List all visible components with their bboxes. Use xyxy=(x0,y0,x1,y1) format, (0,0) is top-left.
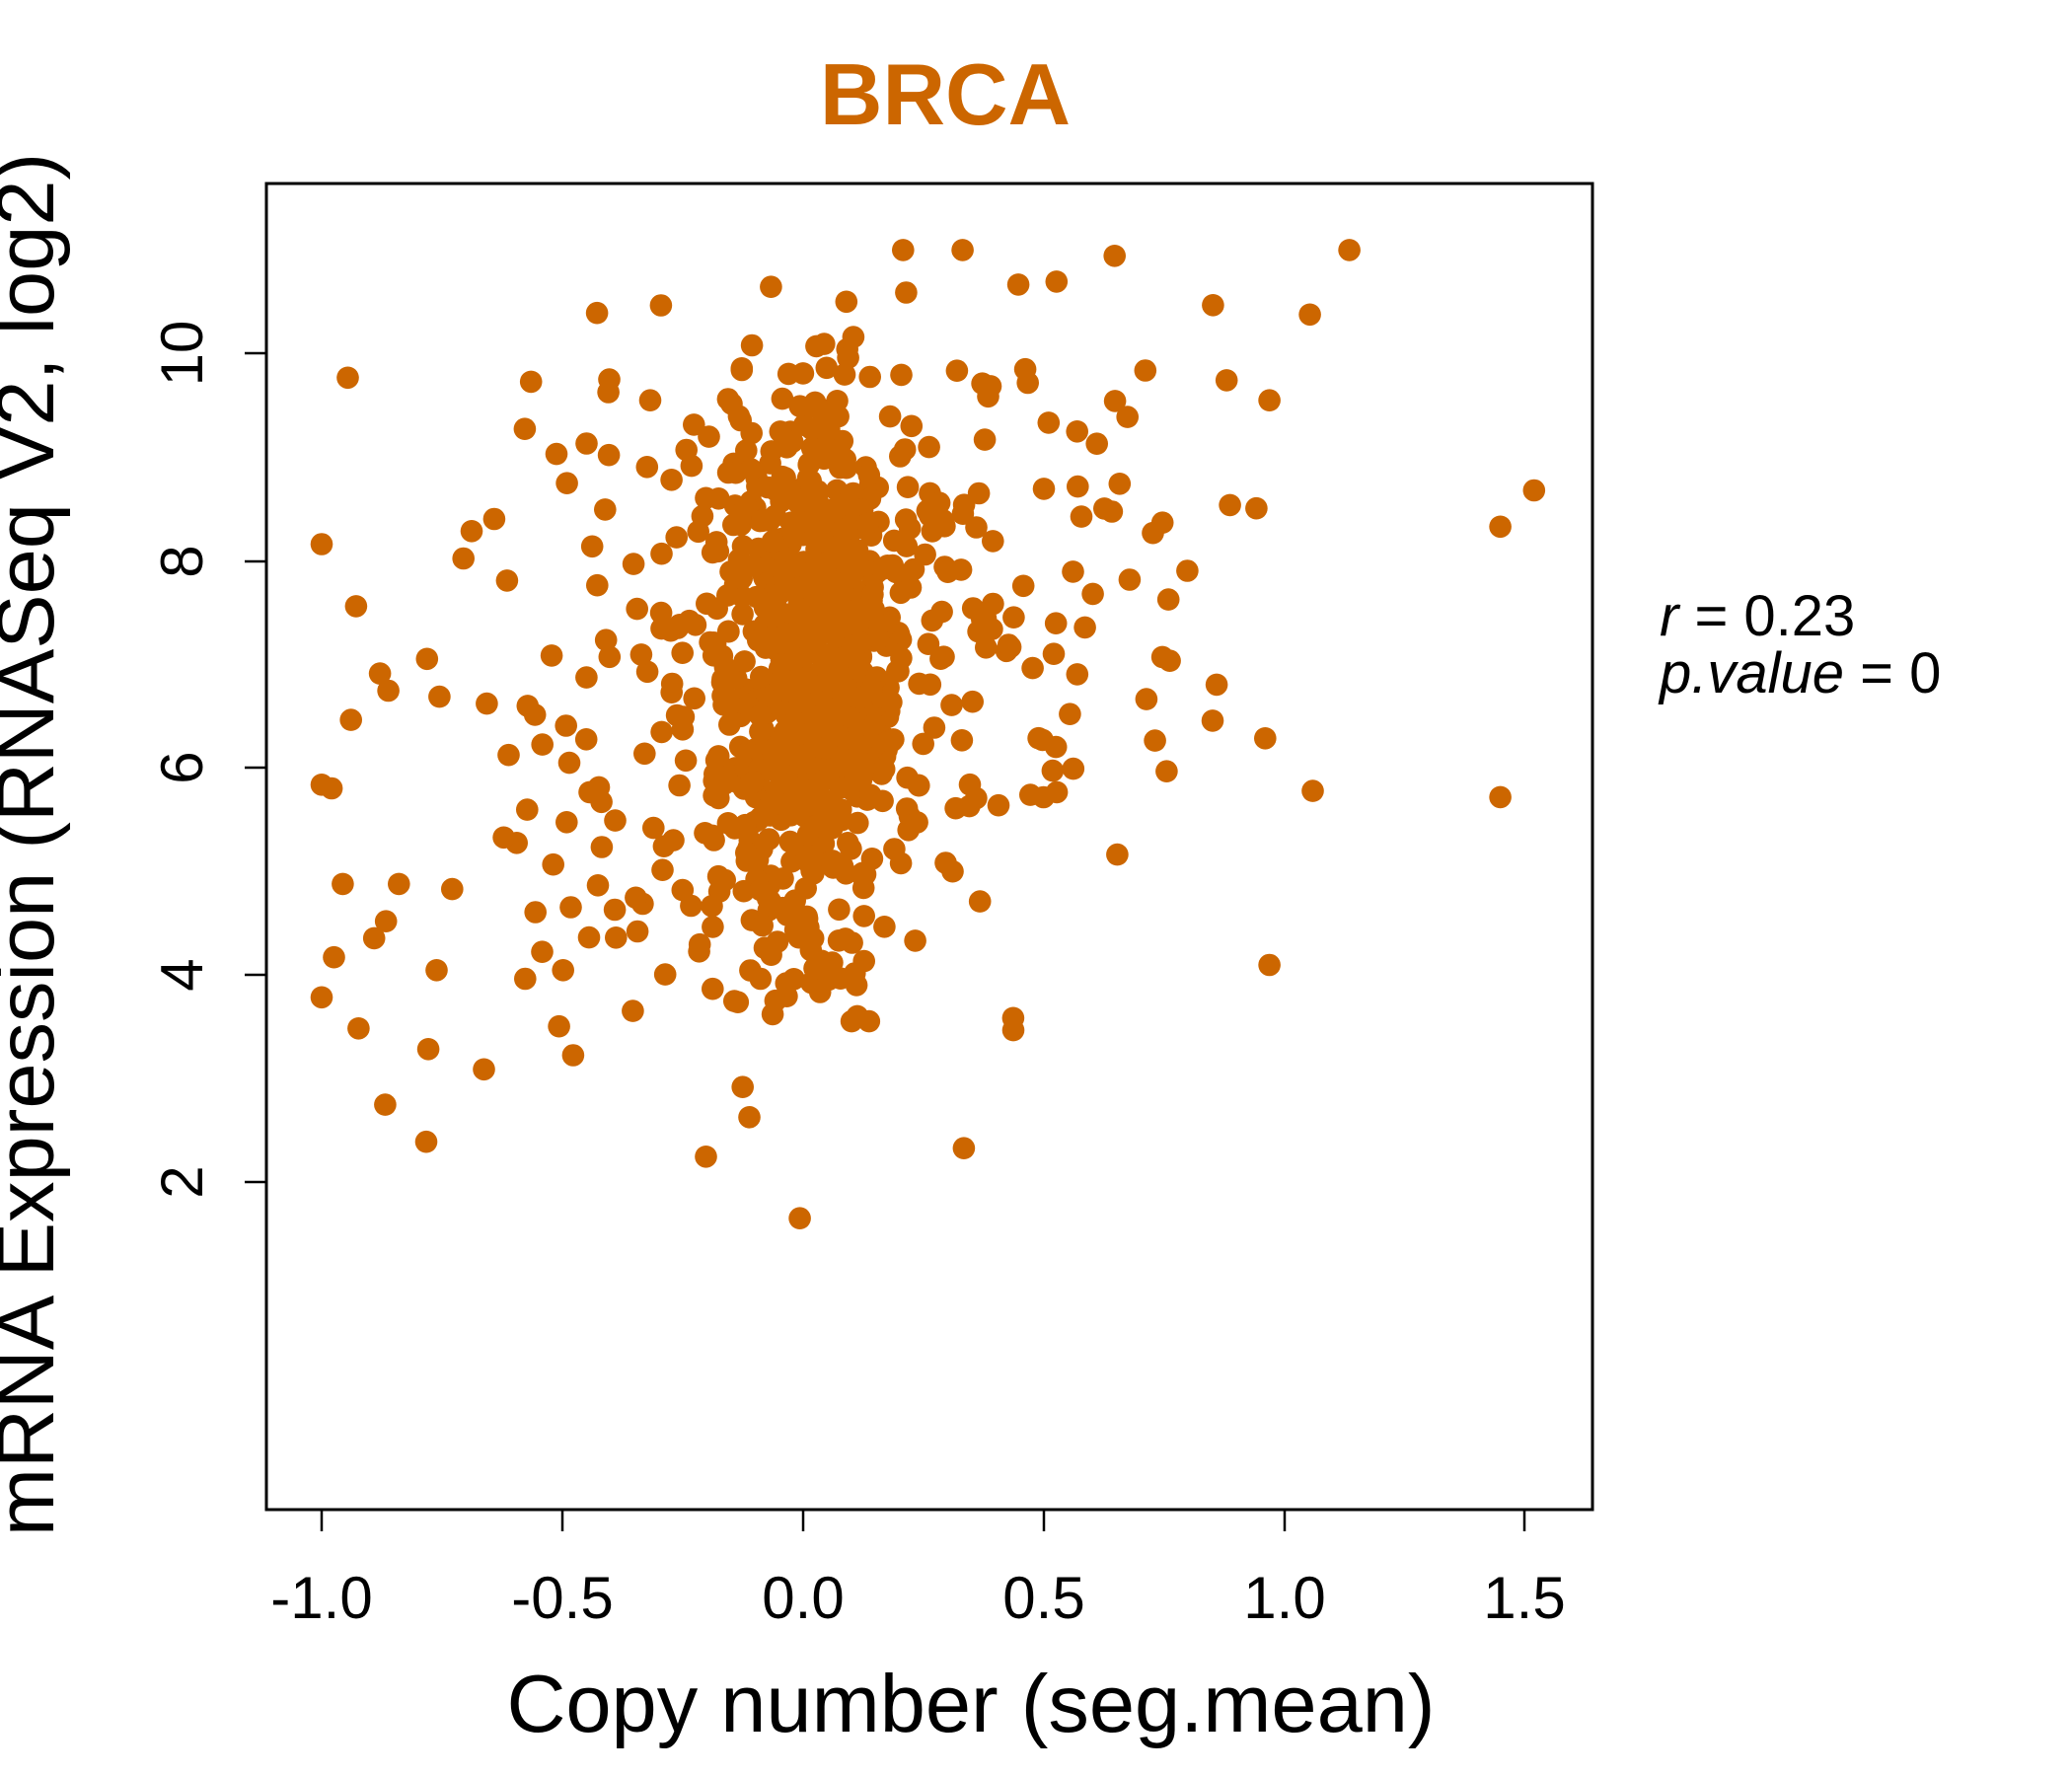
svg-text:mRNA Expression (RNASeq V2, lo: mRNA Expression (RNASeq V2, log2) xyxy=(0,153,71,1536)
svg-text:4: 4 xyxy=(149,958,215,991)
svg-text:p.value = 0: p.value = 0 xyxy=(1658,641,1941,705)
svg-text:BRCA: BRCA xyxy=(820,45,1071,143)
svg-text:-0.5: -0.5 xyxy=(511,1565,613,1631)
svg-text:0.5: 0.5 xyxy=(1002,1565,1084,1631)
svg-text:6: 6 xyxy=(149,751,215,783)
svg-text:Copy number (seg.mean): Copy number (seg.mean) xyxy=(506,1658,1435,1749)
svg-text:-1.0: -1.0 xyxy=(270,1565,372,1631)
svg-text:10: 10 xyxy=(149,321,215,387)
svg-text:0.0: 0.0 xyxy=(762,1565,844,1631)
svg-text:r = 0.23: r = 0.23 xyxy=(1660,584,1855,648)
svg-text:1.0: 1.0 xyxy=(1243,1565,1325,1631)
svg-text:2: 2 xyxy=(149,1165,215,1198)
svg-text:8: 8 xyxy=(149,545,215,577)
svg-text:1.5: 1.5 xyxy=(1483,1565,1565,1631)
